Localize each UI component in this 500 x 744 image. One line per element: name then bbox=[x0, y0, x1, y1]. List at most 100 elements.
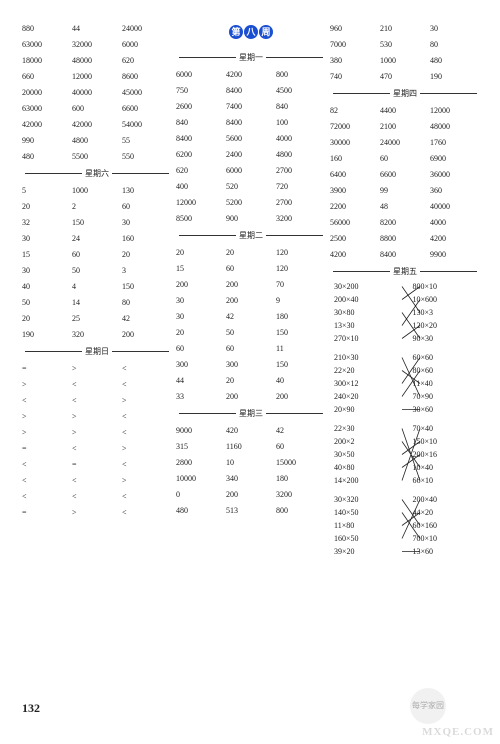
cell: 30 bbox=[22, 234, 72, 243]
divider: 星期六 bbox=[22, 164, 172, 182]
cell: 880 bbox=[22, 24, 72, 33]
table-row: 606011 bbox=[176, 340, 326, 356]
table-row: <<> bbox=[22, 472, 172, 488]
cell: 24000 bbox=[122, 24, 172, 33]
match-row: 20×9030×60 bbox=[330, 403, 480, 416]
cell: 4400 bbox=[380, 106, 430, 115]
cell: 200 bbox=[276, 392, 326, 401]
cell: 15 bbox=[176, 264, 226, 273]
cell: 24 bbox=[72, 234, 122, 243]
table-row: 480513800 bbox=[176, 502, 326, 518]
cell: 42 bbox=[122, 314, 172, 323]
matching-block: 30×200800×10200×4010×60030×80130×313×301… bbox=[330, 280, 480, 345]
cell: < bbox=[22, 460, 72, 469]
table-row: 8408400100 bbox=[176, 114, 326, 130]
cell: 9900 bbox=[430, 250, 480, 259]
cell: < bbox=[72, 444, 122, 453]
cell: < bbox=[122, 428, 172, 437]
match-row: 40×8010×40 bbox=[330, 461, 480, 474]
cell: 3200 bbox=[276, 490, 326, 499]
cell: 620 bbox=[176, 166, 226, 175]
cell: 315 bbox=[176, 442, 226, 451]
cell: 80 bbox=[430, 40, 480, 49]
cell: 8600 bbox=[122, 72, 172, 81]
table-row: 420084009900 bbox=[330, 246, 480, 262]
cell: 200 bbox=[226, 296, 276, 305]
matching-block: 210×3060×6022×2080×60300×1211×40240×2070… bbox=[330, 351, 480, 416]
table-row: 51000130 bbox=[22, 182, 172, 198]
cell: > bbox=[72, 428, 122, 437]
cell: 15000 bbox=[276, 458, 326, 467]
table-row: =<> bbox=[22, 440, 172, 456]
cell: 420 bbox=[226, 426, 276, 435]
cell: 20 bbox=[226, 376, 276, 385]
cell: 150 bbox=[72, 218, 122, 227]
cell: 8400 bbox=[176, 134, 226, 143]
match-right: 130×3 bbox=[413, 308, 481, 317]
match-right: 60×160 bbox=[413, 521, 481, 530]
cell: 800 bbox=[276, 506, 326, 515]
match-right: 200×40 bbox=[413, 495, 481, 504]
divider: 星期日 bbox=[22, 342, 172, 360]
table-row: 60004200800 bbox=[176, 66, 326, 82]
cell: 63000 bbox=[22, 104, 72, 113]
cell: 72000 bbox=[330, 122, 380, 131]
table-row: =>< bbox=[22, 360, 172, 376]
cell: 4500 bbox=[276, 86, 326, 95]
cell: 14 bbox=[72, 298, 122, 307]
match-row: 270×1090×30 bbox=[330, 332, 480, 345]
cell: 7000 bbox=[330, 40, 380, 49]
cell: < bbox=[72, 492, 122, 501]
cell: 82 bbox=[330, 106, 380, 115]
table-row: 315116060 bbox=[176, 438, 326, 454]
cell: 32000 bbox=[72, 40, 122, 49]
table-row: 620024004800 bbox=[176, 146, 326, 162]
cell: 54000 bbox=[122, 120, 172, 129]
cell: 42 bbox=[276, 426, 326, 435]
cell: 8800 bbox=[380, 234, 430, 243]
match-right: 70×40 bbox=[413, 424, 481, 433]
match-left: 40×80 bbox=[330, 463, 413, 472]
table-row: <=< bbox=[22, 456, 172, 472]
table-row: >>< bbox=[22, 408, 172, 424]
cell: 30 bbox=[122, 218, 172, 227]
table-row: 72000210048000 bbox=[330, 118, 480, 134]
match-left: 13×30 bbox=[330, 321, 413, 330]
match-row: 22×3070×40 bbox=[330, 422, 480, 435]
watermark-badge-top: 每学 bbox=[412, 702, 428, 711]
table-row: 156020 bbox=[22, 246, 172, 262]
cell: 400 bbox=[176, 182, 226, 191]
match-row: 30×200800×10 bbox=[330, 280, 480, 293]
cell: 190 bbox=[430, 72, 480, 81]
cell: = bbox=[22, 444, 72, 453]
match-row: 14×20066×10 bbox=[330, 474, 480, 487]
table-row: 300300150 bbox=[176, 356, 326, 372]
cell: 5500 bbox=[72, 152, 122, 161]
cell: 750 bbox=[176, 86, 226, 95]
cell: 8400 bbox=[226, 86, 276, 95]
cell: 513 bbox=[226, 506, 276, 515]
cell: < bbox=[72, 380, 122, 389]
match-row: 30×50200×16 bbox=[330, 448, 480, 461]
match-left: 270×10 bbox=[330, 334, 413, 343]
cell: 60 bbox=[122, 202, 172, 211]
table-row: 302009 bbox=[176, 292, 326, 308]
table-row: 28001015000 bbox=[176, 454, 326, 470]
cell: 470 bbox=[380, 72, 430, 81]
cell: 200 bbox=[176, 280, 226, 289]
cell: 45000 bbox=[122, 88, 172, 97]
cell: 33 bbox=[176, 392, 226, 401]
table-row: 1800048000620 bbox=[22, 52, 172, 68]
cell: 190 bbox=[22, 330, 72, 339]
match-row: 30×320200×40 bbox=[330, 493, 480, 506]
divider-label: 星期三 bbox=[239, 408, 263, 419]
divider-label: 星期六 bbox=[85, 168, 109, 179]
cell: 4200 bbox=[226, 70, 276, 79]
table-row: 26007400840 bbox=[176, 98, 326, 114]
match-left: 11×80 bbox=[330, 521, 413, 530]
cell: 480 bbox=[22, 152, 72, 161]
cell: 4200 bbox=[330, 250, 380, 259]
match-right: 150×10 bbox=[413, 437, 481, 446]
table-row: 700053080 bbox=[330, 36, 480, 52]
cell: 10000 bbox=[176, 474, 226, 483]
